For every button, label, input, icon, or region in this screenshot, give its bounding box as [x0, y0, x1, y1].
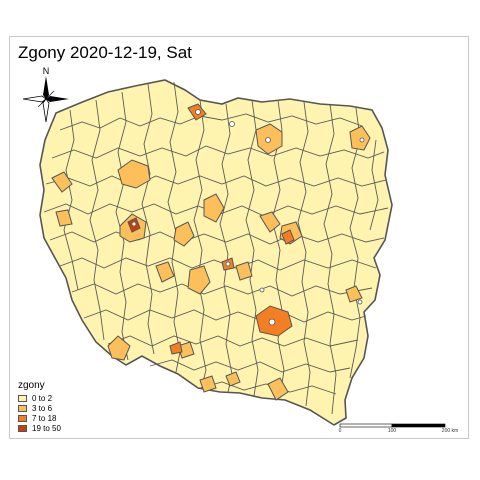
county-class-3-6	[117, 159, 151, 189]
county-class-3-6	[55, 209, 73, 227]
county-class-3-6	[173, 221, 195, 247]
legend-swatch	[18, 415, 27, 422]
legend-swatch	[18, 425, 27, 432]
county-class-3-6	[267, 377, 289, 401]
county-class-3-6	[177, 341, 195, 359]
county-class-3-6	[187, 265, 211, 295]
legend-item: 0 to 2	[18, 394, 61, 403]
county-class-7-18	[169, 341, 183, 355]
county-boundaries	[43, 81, 389, 415]
county-class-3-6	[107, 335, 131, 361]
scale-bar: 0 100 200 km	[339, 423, 458, 434]
county-class-3-6	[199, 375, 217, 393]
county-class-3-6	[259, 211, 281, 233]
legend-label: 3 to 6	[32, 404, 53, 413]
county-class-3-6	[225, 371, 241, 387]
map-title: Zgony 2020-12-19, Sat	[18, 43, 192, 62]
north-arrow-icon: N	[22, 66, 69, 123]
legend-item: 7 to 18	[18, 414, 61, 423]
county-class-3-6	[345, 285, 363, 303]
legend-swatch	[18, 395, 27, 402]
country-outline	[39, 79, 393, 426]
highlighted-counties	[51, 103, 371, 401]
legend-item: 3 to 6	[18, 404, 61, 413]
scale-label-0: 0	[339, 428, 342, 434]
scale-label-100: 100	[388, 428, 397, 434]
legend-item: 19 to 50	[18, 424, 61, 433]
legend: zgony 0 to 2 3 to 6 7 to 18 19 to 50	[18, 380, 61, 434]
city-counties	[131, 109, 365, 326]
county-class-3-6	[235, 261, 253, 281]
county-class-3-6	[349, 125, 371, 151]
county-class-3-6	[155, 261, 175, 283]
county-class-3-6	[51, 171, 73, 193]
county-class-3-6	[203, 193, 225, 223]
scale-label-200: 200 km	[442, 428, 458, 434]
legend-swatch	[18, 405, 27, 412]
county-class-7-18	[281, 229, 295, 245]
legend-label: 0 to 2	[32, 394, 53, 403]
legend-label: 19 to 50	[32, 424, 61, 433]
legend-label: 7 to 18	[32, 414, 57, 423]
legend-title: zgony	[18, 380, 45, 391]
north-label: N	[43, 66, 50, 76]
